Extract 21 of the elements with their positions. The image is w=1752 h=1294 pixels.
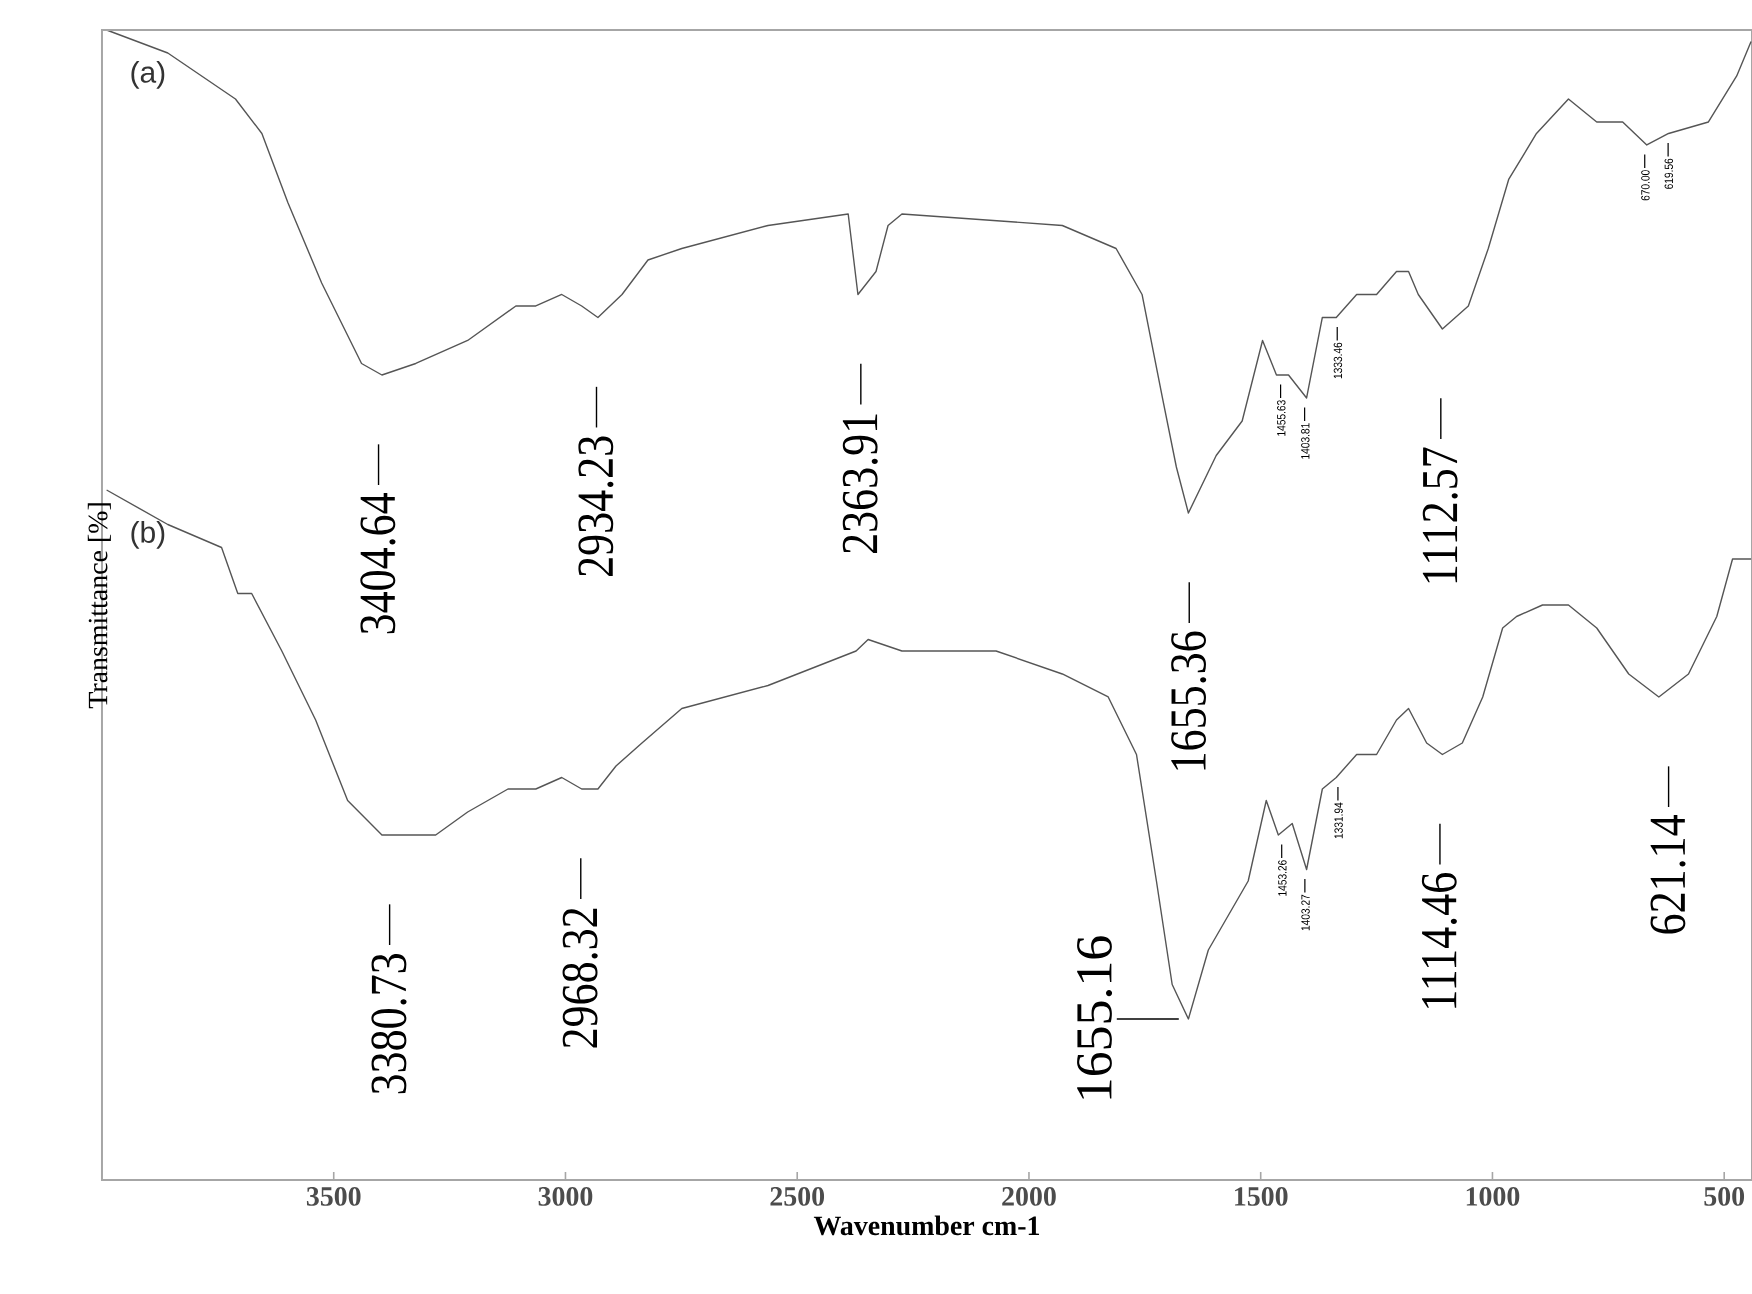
annotation: 3380.73 bbox=[371, 954, 407, 1094]
x-axis-title: Wavenumber cm-1 bbox=[813, 1215, 1040, 1236]
x-tick-label: 3500 bbox=[306, 1187, 361, 1206]
annotation: 3404.64 bbox=[360, 493, 396, 634]
x-tick-label: 2000 bbox=[1002, 1187, 1056, 1206]
annotation: 1655.16 bbox=[1077, 936, 1113, 1099]
y-axis-title: Transmittance [%] bbox=[87, 503, 111, 709]
annotation: 1655.36 bbox=[1171, 631, 1207, 770]
series-label: (b) bbox=[131, 520, 165, 549]
x-tick-label: 1000 bbox=[1466, 1187, 1520, 1206]
x-tick-label: 3000 bbox=[538, 1187, 593, 1206]
annotation: 2363.91 bbox=[842, 414, 878, 553]
annotation: 2968.32 bbox=[562, 908, 598, 1048]
annotation: 621.14 bbox=[1650, 815, 1686, 934]
series-label: (a) bbox=[131, 60, 165, 89]
annotation: 2934.23 bbox=[578, 436, 614, 576]
x-tick-label: 500 bbox=[1704, 1187, 1745, 1206]
annotation: 1112.57 bbox=[1422, 447, 1458, 583]
x-tick-label: 2500 bbox=[770, 1187, 825, 1206]
x-tick-label: 1500 bbox=[1235, 1187, 1288, 1206]
annotation: 1114.46 bbox=[1421, 873, 1457, 1008]
